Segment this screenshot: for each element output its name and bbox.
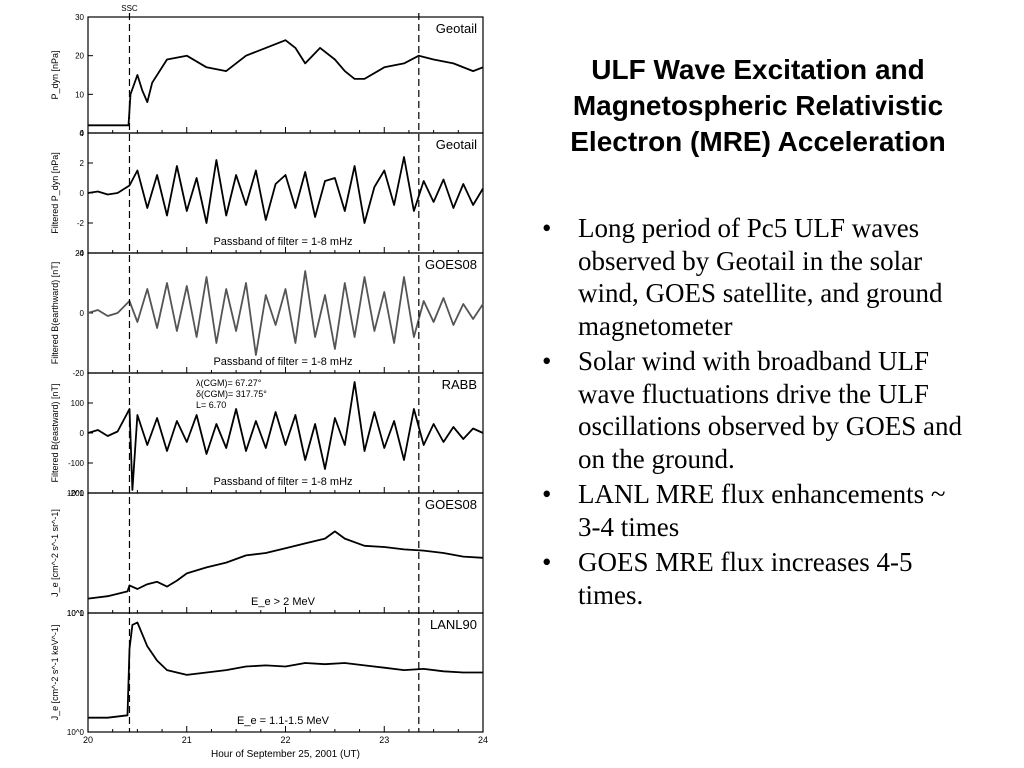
bullet-text: Solar wind with broadband ULF wave fluct… [578,346,962,474]
x-tick-label: 24 [478,735,488,745]
bullet-list: • Long period of Pc5 ULF waves observed b… [540,212,970,614]
y-tick-label: -20 [72,369,84,378]
panel-frame [87,16,484,134]
bullet-glyph: • [542,346,552,376]
y-tick-label: 0 [80,429,85,438]
series-line [88,621,483,719]
y-tick-label: 100 [71,399,85,408]
y-tick-label: -4 [77,249,85,258]
info-line: λ(CGM)= 67.27° [196,378,262,388]
y-axis-label: Filtered B(earthward) [nT] [50,262,60,365]
y-tick-label: 10^0 [67,728,85,737]
y-tick-label: 10^1 [67,609,85,618]
panel-tag: GOES08 [425,497,477,512]
slide-title: ULF Wave Excitation and Magnetospheric R… [508,52,1008,160]
y-axis-label: P_dyn [nPa] [50,50,60,99]
panel-annotation: Passband of filter = 1-8 mHz [213,236,352,248]
bullet-item: • Solar wind with broadband ULF wave fluc… [540,345,970,475]
x-tick-label: 23 [379,735,389,745]
slide-title-line: ULF Wave Excitation and [591,54,925,85]
info-line: L= 6.70 [196,400,226,410]
y-tick-label: 10 [75,90,84,99]
bullet-item: • LANL MRE flux enhancements ~ 3-4 times [540,478,970,543]
x-tick-label: 22 [280,735,290,745]
panel-tag: GOES08 [425,257,477,272]
panel-annotation: E_e = 1.1-1.5 MeV [237,715,330,727]
bullet-item: • GOES MRE flux increases 4-5 times. [540,546,970,611]
panel-annotation: Passband of filter = 1-8 mHz [213,356,352,368]
y-tick-label: -200 [68,489,85,498]
panel-tag: LANL90 [430,617,477,632]
y-tick-label: 20 [75,52,84,61]
y-tick-label: 0 [80,189,85,198]
panel-frame [87,372,484,494]
y-tick-label: -100 [68,459,85,468]
panel-annotation: Passband of filter = 1-8 mHz [213,476,352,488]
panel-tag: Geotail [436,137,477,152]
panel-annotation: E_e > 2 MeV [251,596,316,608]
x-tick-label: 21 [182,735,192,745]
y-tick-label: -2 [77,219,85,228]
slide-title-line: Magnetospheric Relativistic [572,90,944,121]
x-tick-label: 20 [83,735,93,745]
panel-frame [87,132,484,254]
y-axis-label: Filtered B(eastward) [nT] [50,383,60,482]
info-line: δ(CGM)= 317.75° [196,389,267,399]
series-line [87,530,484,600]
panel-frame [87,492,484,614]
x-axis-label: Hour of September 25, 2001 (UT) [211,749,360,760]
series-line [87,270,484,356]
y-axis-label: J_e [cm^-2 s^-1 keV^-1] [50,625,60,721]
y-axis-label: Filtered P_dyn [nPa] [50,152,60,234]
event-marker-label: SSC [121,4,138,13]
y-tick-label: 30 [75,13,84,22]
panel-tag: RABB [442,377,477,392]
bullet-text: Long period of Pc5 ULF waves observed by… [578,213,943,341]
bullet-text: LANL MRE flux enhancements ~ 3-4 times [578,479,946,542]
panel-tag: Geotail [436,21,477,36]
bullet-item: • Long period of Pc5 ULF waves observed b… [540,212,970,342]
y-axis-label: J_e [cm^-2 s^-1 sr^-1] [50,509,60,597]
series-line [87,381,484,491]
y-tick-label: 20 [75,249,84,258]
series-line [88,39,484,127]
y-tick-label: 0 [80,129,85,138]
y-tick-label: 4 [80,129,85,138]
y-tick-label: 10^0 [67,609,85,618]
bullet-glyph: • [542,479,552,509]
series-line [87,156,484,224]
bullet-glyph: • [542,213,552,243]
slide-title-line: Electron (MRE) Acceleration [570,126,946,157]
panel-frame [87,252,484,374]
y-tick-label: 0 [80,309,85,318]
bullet-glyph: • [542,547,552,577]
y-tick-label: 10^1 [67,489,85,498]
bullet-text: GOES MRE flux increases 4-5 times. [578,547,913,610]
y-tick-label: 2 [80,159,85,168]
